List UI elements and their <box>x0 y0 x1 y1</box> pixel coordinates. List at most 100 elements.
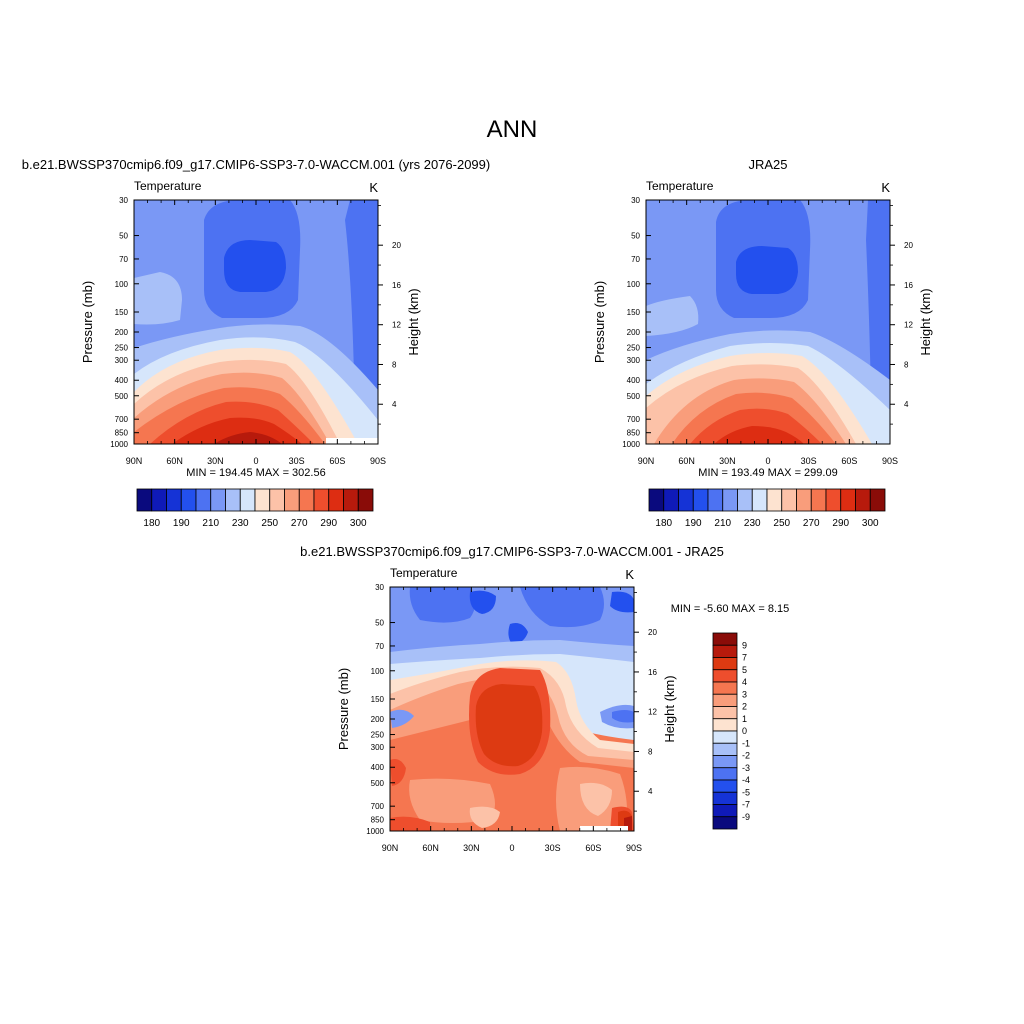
y-right-tick-label: 20 <box>648 628 657 637</box>
colorbar-swatch <box>151 488 167 512</box>
y-right-tick-label: 4 <box>904 400 909 409</box>
colorbar-label: 2 <box>742 702 747 712</box>
x-tick-label: 30S <box>289 456 305 466</box>
x-tick-label: 30N <box>719 456 736 466</box>
y-tick-label: 250 <box>627 344 641 353</box>
y-tick-label: 700 <box>371 802 385 811</box>
colorbar-swatch <box>707 488 724 512</box>
colorbar-swatch <box>195 488 212 512</box>
y-axis-right-label: Height (km) <box>918 288 933 355</box>
panel-difference: b.e21.BWSSP370cmip6.f09_g17.CMIP6-SSP3-7… <box>300 544 789 853</box>
colorbar-label: 190 <box>173 518 190 529</box>
colorbar-label: 5 <box>742 665 747 675</box>
panel-title: b.e21.BWSSP370cmip6.f09_g17.CMIP6-SSP3-7… <box>300 544 724 559</box>
y-right-tick-label: 16 <box>648 668 657 677</box>
colorbar-label: 180 <box>655 518 672 529</box>
y-tick-label: 70 <box>375 642 384 651</box>
colorbar-label: 1 <box>742 714 747 724</box>
y-tick-label: 500 <box>371 779 385 788</box>
y-right-tick-label: 8 <box>392 360 397 369</box>
colorbar-swatch <box>678 488 694 512</box>
y-tick-label: 300 <box>371 743 385 752</box>
colorbar-label: 270 <box>291 518 308 529</box>
colorbar-label: -5 <box>742 787 750 797</box>
colorbar-label: 210 <box>714 518 731 529</box>
x-tick-label: 60N <box>422 843 439 853</box>
colorbar-swatch <box>810 488 827 512</box>
colorbar-label: -9 <box>742 812 750 822</box>
x-tick-label: 90S <box>370 456 386 466</box>
x-tick-label: 0 <box>253 456 258 466</box>
colorbar-swatch <box>712 693 738 707</box>
y-tick-label: 150 <box>115 308 129 317</box>
colorbar-swatch <box>712 767 738 781</box>
y-right-tick-label: 4 <box>648 787 653 796</box>
colorbar-swatch <box>663 488 679 512</box>
colorbar-label: 300 <box>862 518 879 529</box>
colorbar-swatch <box>712 742 738 756</box>
colorbar-label: 9 <box>742 640 747 650</box>
y-tick-label: 1000 <box>622 440 640 449</box>
y-tick-label: 150 <box>627 308 641 317</box>
colorbar-swatch <box>855 488 871 512</box>
colorbar-swatch <box>712 657 738 671</box>
y-tick-label: 50 <box>631 232 640 241</box>
colorbar-swatch <box>712 718 738 732</box>
x-tick-label: 30S <box>801 456 817 466</box>
colorbar-label: 190 <box>685 518 702 529</box>
colorbar-panel-3: 9 7 5 4 3 2 1 0 -1 -2 -3 -4 -5 -7 -9 <box>712 632 750 830</box>
colorbar-label: 0 <box>742 726 747 736</box>
y-right-tick-label: 8 <box>648 747 653 756</box>
colorbar-swatch <box>712 632 738 646</box>
colorbar-label: 7 <box>742 653 747 663</box>
y-right-tick-label: 20 <box>904 241 913 250</box>
colorbar-swatch <box>298 488 315 512</box>
colorbar-label: 230 <box>232 518 249 529</box>
colorbar-label: 250 <box>261 518 278 529</box>
y-right-tick-label: 12 <box>648 708 657 717</box>
y-axis-right-label: Height (km) <box>406 288 421 355</box>
colorbar-label: 230 <box>744 518 761 529</box>
stats-text: MIN = 194.45 MAX = 302.56 <box>186 467 325 479</box>
colorbar-swatch <box>313 488 330 512</box>
y-tick-label: 100 <box>627 280 641 289</box>
y-tick-label: 100 <box>371 667 385 676</box>
colorbar-swatch <box>737 488 753 512</box>
colorbar-swatch <box>712 755 738 769</box>
y-tick-label: 30 <box>375 583 384 592</box>
y-tick-label: 1000 <box>110 440 128 449</box>
colorbar-swatch <box>648 488 665 512</box>
y-tick-label: 250 <box>371 731 385 740</box>
colorbar-label: -2 <box>742 751 750 761</box>
y-right-tick-label: 12 <box>904 321 913 330</box>
colorbar-swatch <box>343 488 359 512</box>
contour-field <box>134 200 378 444</box>
panel-right-label: K <box>369 180 378 195</box>
colorbar-swatch <box>781 488 797 512</box>
y-right-tick-label: 4 <box>392 400 397 409</box>
colorbar-label: 270 <box>803 518 820 529</box>
colorbar-label: -3 <box>742 763 750 773</box>
colorbar-label: 290 <box>832 518 849 529</box>
colorbar-swatch <box>712 816 738 830</box>
y-tick-label: 200 <box>627 328 641 337</box>
y-tick-label: 70 <box>631 255 640 264</box>
panel-title: b.e21.BWSSP370cmip6.f09_g17.CMIP6-SSP3-7… <box>22 157 490 172</box>
panel-right-label: K <box>625 567 634 582</box>
y-tick-label: 50 <box>375 619 384 628</box>
colorbar-label: -4 <box>742 775 750 785</box>
axes-panel-2: 90N 60N 30N 0 30S 60S 90S 30 50 70 100 150 200 250 300… <box>622 196 913 466</box>
y-axis-label: Pressure (mb) <box>80 281 95 363</box>
colorbar-panel-2: 180 190 210 230 250 270 290 300 <box>648 488 886 529</box>
x-tick-label: 60S <box>841 456 857 466</box>
panel-left-label: Temperature <box>390 566 458 580</box>
stats-text: MIN = 193.49 MAX = 299.09 <box>698 467 837 479</box>
colorbar-swatch <box>210 488 226 512</box>
x-tick-label: 30N <box>207 456 224 466</box>
colorbar-swatch <box>796 488 812 512</box>
colorbar-label: 3 <box>742 689 747 699</box>
colorbar-label: 4 <box>742 677 747 687</box>
colorbar-swatch <box>840 488 856 512</box>
y-tick-label: 200 <box>115 328 129 337</box>
colorbar-swatch <box>722 488 738 512</box>
